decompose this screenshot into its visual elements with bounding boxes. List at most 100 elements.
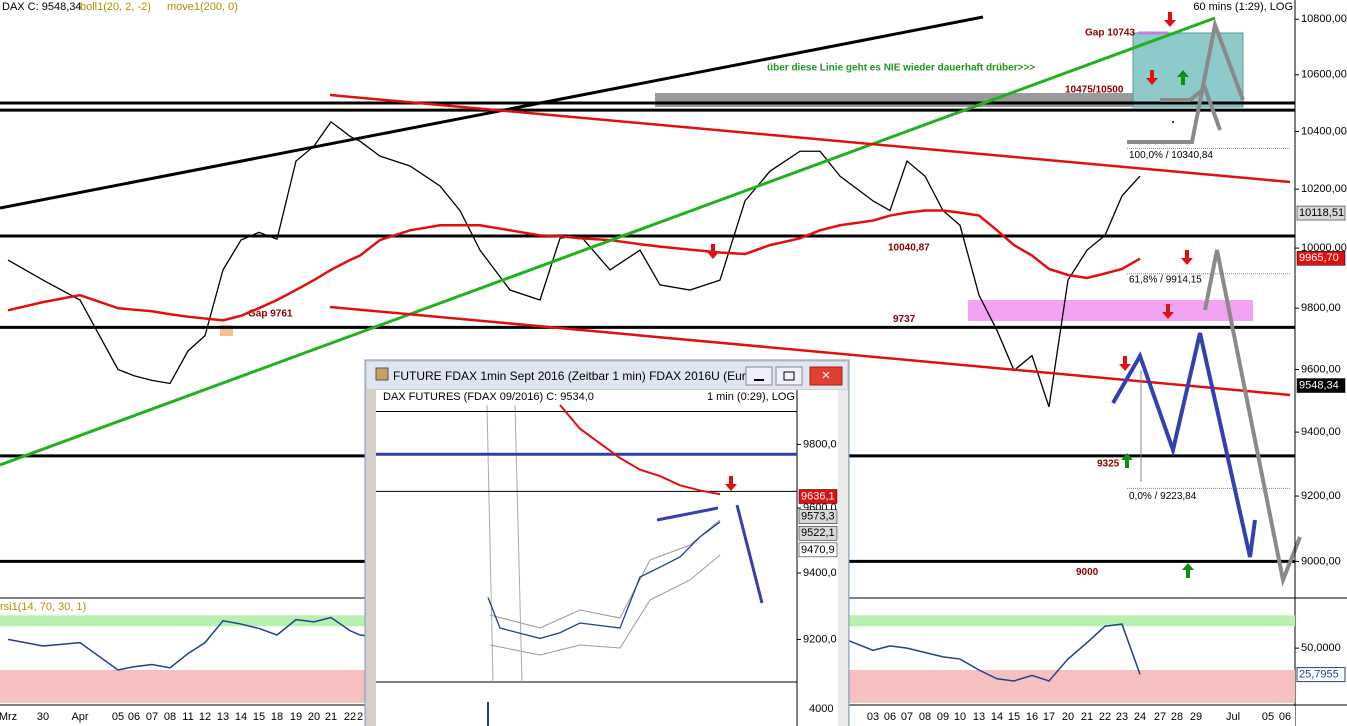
y-tick-label: 9600,0: [803, 502, 837, 514]
x-tick-label: 08: [919, 711, 931, 723]
gap-zone-pink: [968, 300, 1253, 321]
price-box-label: 10118,51: [1299, 207, 1344, 219]
band: [514, 404, 523, 683]
x-tick-label: 13: [217, 711, 229, 723]
timeframe: 60 mins (1:29), LOG: [1193, 1, 1293, 13]
price-line: [7, 120, 1141, 408]
x-tick-label: 21: [325, 711, 337, 723]
trendline: [0, 15, 984, 210]
x-tick-label: 13: [973, 711, 985, 723]
rsi-label: rsi1(14, 70, 30, 1): [0, 601, 86, 613]
level-label: 10040,87: [888, 243, 930, 254]
y-tick-label: 9200,00: [1301, 490, 1341, 502]
x-tick-label: 24: [1134, 711, 1146, 723]
x-tick-label: Apr: [71, 711, 88, 723]
x-tick-label: 27: [1154, 711, 1166, 723]
x-tick-label: 09: [937, 711, 949, 723]
projection: [735, 504, 764, 604]
price-box: [1296, 205, 1346, 221]
trendline: [0, 16, 1216, 467]
x-tick-label: 20: [1062, 711, 1074, 723]
dot: [1172, 121, 1174, 123]
price-box-label: 9548,34: [1299, 379, 1339, 391]
y-tick-label: 10600,00: [1301, 69, 1347, 81]
drawings: über diese Linie geht es NIE wieder daue…: [0, 1, 1302, 588]
y-tick-label: 9800,0: [803, 438, 837, 450]
x-tick-label: 19: [290, 711, 302, 723]
window-icon: [375, 367, 389, 381]
y-tick-label: 10000,00: [1301, 242, 1347, 254]
window-title: FUTURE FDAX 1min Sept 2016 (Zeitbar 1 mi…: [393, 369, 755, 383]
projection: [1111, 332, 1257, 558]
y-tick-label: 4000: [809, 703, 833, 715]
price-box-label: 9573,3: [801, 511, 835, 523]
icon: ✕: [821, 370, 830, 382]
minimize-button[interactable]: [745, 366, 773, 386]
x-tick-label: 15: [253, 711, 265, 723]
x-tick-label: 18: [271, 711, 283, 723]
header-indicator: boll1(20, 2, -2): [80, 1, 151, 13]
level-label: 9325: [1097, 459, 1120, 470]
x-tick-label: Jul: [1226, 711, 1240, 723]
gap-marker: [220, 325, 233, 336]
x-tick-label: 22: [344, 711, 356, 723]
x-tick-label: 30: [37, 711, 49, 723]
gap-zone: [655, 93, 1133, 107]
inset-timeframe: 1 min (0:29), LOG: [707, 391, 795, 403]
price-box: [1296, 251, 1346, 266]
band: [489, 554, 721, 656]
x-tick-label: 23: [1116, 711, 1128, 723]
scrollbar[interactable]: [838, 390, 848, 726]
inset-subtitle: DAX FUTURES (FDAX 09/2016) C: 9534,0: [383, 391, 594, 403]
channel-line: [329, 305, 1291, 397]
x-tick-label: 2: [357, 711, 363, 723]
x-tick-label: 10: [954, 711, 966, 723]
x-tick-label: 06: [884, 711, 896, 723]
level-label: 9000: [1076, 567, 1099, 578]
x-tick-label: 06: [1279, 711, 1291, 723]
header-symbol: DAX C: 9548,34: [2, 1, 82, 13]
x-tick-label: 14: [235, 711, 247, 723]
projection: [1203, 249, 1302, 588]
header-indicator: move1(200, 0): [167, 1, 238, 13]
x-tick-label: 03: [867, 711, 879, 723]
price-box: [798, 489, 838, 504]
note: über diese Linie geht es NIE wieder daue…: [767, 63, 1035, 74]
x-tick-label: 29: [1190, 711, 1202, 723]
projection: [1127, 17, 1245, 144]
x-tick-label: 21: [1081, 711, 1093, 723]
y-tick-label: 9600,00: [1301, 363, 1341, 375]
x-tick-label: 05: [1262, 711, 1274, 723]
icon: [783, 371, 795, 381]
y-tick-label: 9200,0: [803, 633, 837, 645]
price-box-label: 9636,1: [801, 490, 835, 502]
inset-plot: [376, 390, 797, 726]
inset-window: FUTURE FDAX 1min Sept 2016 (Zeitbar 1 mi…: [364, 359, 850, 726]
price-box-label: 9965,70: [1299, 252, 1339, 264]
x-tick-label: 08: [164, 711, 176, 723]
x-tick-label: 16: [1026, 711, 1038, 723]
x-tick-label: 12: [199, 711, 211, 723]
target-zone: [1132, 32, 1244, 108]
projection: [656, 506, 719, 522]
channel-line: [329, 93, 1291, 184]
price-box: [1296, 378, 1346, 393]
x-tick-label: 22: [1099, 711, 1111, 723]
gap-label: Gap 9761: [248, 309, 293, 320]
y-tick-label: 10800,00: [1301, 13, 1347, 25]
x-tick-label: 05: [112, 711, 124, 723]
fib-label: 0,0% / 9223,84: [1129, 491, 1197, 502]
x-tick-label: 11: [182, 711, 193, 723]
fib-label: 61,8% / 9914,15: [1129, 274, 1202, 285]
close-button[interactable]: [809, 366, 843, 386]
inset-chart: 9800,0 9600,0 9400,0 9200,0 9636,1 9573,3 9522…: [376, 404, 838, 715]
maximize-button[interactable]: [775, 366, 803, 386]
y-tick-label: 9000,00: [1301, 555, 1341, 567]
x-tick-label: 07: [901, 711, 913, 723]
x-tick-label: 07: [146, 711, 158, 723]
x-tick-label: 28: [1171, 711, 1183, 723]
x-tick-label: 15: [1008, 711, 1020, 723]
fib-label: 100,0% / 10340,84: [1129, 150, 1213, 161]
